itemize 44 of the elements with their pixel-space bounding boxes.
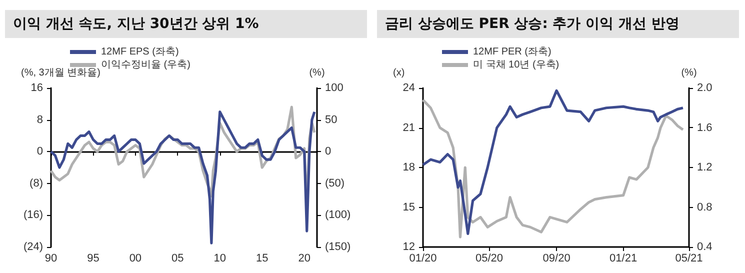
y2-axis-title: (%) [681,68,697,78]
y-axis-title: (x) [393,68,405,78]
y2-tick-label: 0 [325,146,332,158]
y2-tick-label: 1.6 [697,122,712,134]
y2-tick-label: (150) [325,241,351,253]
y-tick-label: 16 [30,82,43,94]
chart-title: 금리 상승에도 PER 상승: 추가 이익 개선 반영 [377,10,739,38]
legend-label: 미 국채 10년 (우축) [473,60,560,70]
x-tick-label: 20 [298,252,310,264]
x-tick-label: 05 [172,252,184,264]
legend-label: 12MF PER (좌축) [473,46,552,58]
y-tick-label: 0 [36,146,43,158]
x-tick-label: 10 [214,252,226,264]
y2-tick-label: (100) [325,209,351,222]
x-tick-label: 09/20 [542,252,570,264]
x-tick-label: 01/20 [409,252,437,264]
y-tick-label: (24) [23,241,43,253]
y2-tick-label: 0.8 [697,201,712,214]
legend-label: 12MF EPS (좌축) [101,46,179,58]
y2-tick-label: 50 [325,114,338,126]
y-tick-label: 15 [402,201,415,214]
x-tick-label: 00 [129,252,142,264]
legend-label: 이익수정비율 (우축) [101,60,190,70]
y2-tick-label: 0.4 [697,241,712,253]
y2-tick-label: 100 [325,82,344,94]
x-tick-label: 05/21 [675,252,703,264]
y-tick-label: 12 [402,241,415,253]
y2-tick-label: 1.2 [697,162,712,174]
y-tick-label: 8 [36,114,43,126]
y-axis-title: (%, 3개월 변화율) [21,68,100,78]
x-tick-label: 95 [87,252,100,264]
y2-tick-label: (50) [325,177,345,190]
y2-tick-label: 2.0 [697,82,712,94]
y-tick-label: (16) [23,209,43,222]
x-tick-label: 05/20 [475,252,503,264]
y-tick-label: 24 [402,82,415,94]
y2-axis-title: (%) [309,68,325,78]
chart-title: 이익 개선 속도, 지난 30년간 상위 1% [5,10,367,38]
y-tick-label: 21 [402,122,415,134]
x-tick-label: 01/21 [610,252,638,264]
x-tick-label: 15 [256,252,268,264]
y-tick-label: 18 [402,162,415,174]
y-tick-label: (8) [30,177,43,190]
x-tick-label: 90 [44,252,58,264]
